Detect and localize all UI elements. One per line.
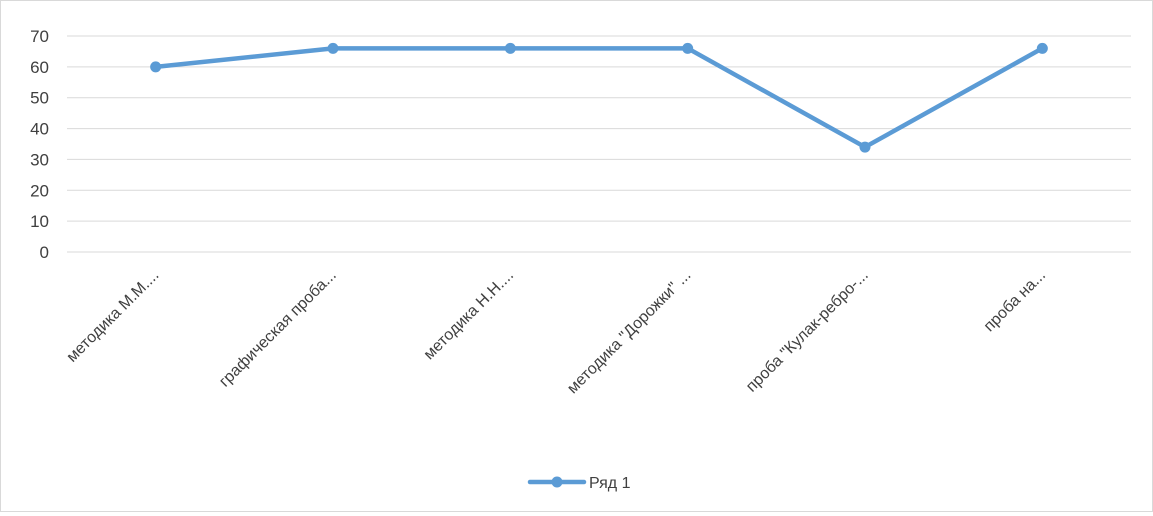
series-layer xyxy=(150,42,1048,153)
data-point xyxy=(150,61,162,73)
y-tick-label: 20 xyxy=(30,181,49,200)
data-point xyxy=(1036,42,1048,54)
x-tick-label: проба "Кулак-ребро-... xyxy=(743,267,872,396)
legend-marker xyxy=(551,476,563,488)
y-tick-label: 30 xyxy=(30,150,49,169)
data-point xyxy=(327,42,339,54)
y-tick-label: 40 xyxy=(30,120,49,139)
y-tick-label: 60 xyxy=(30,58,49,77)
y-tick-label: 0 xyxy=(40,243,49,262)
y-tick-label: 50 xyxy=(30,89,49,108)
x-axis-ticks: методика М.М.... графическая проба... мето… xyxy=(64,267,1050,397)
y-axis-ticks: 0 10 20 30 40 50 60 70 xyxy=(30,27,49,262)
x-tick-label: методика М.М.... xyxy=(64,267,163,366)
legend: Ряд 1 xyxy=(527,475,631,492)
data-point xyxy=(682,42,694,54)
series-line xyxy=(153,46,1045,150)
data-point xyxy=(859,141,871,153)
x-tick-label: графическая проба... xyxy=(216,267,340,391)
x-tick-label: методика Н.Н.... xyxy=(421,267,517,363)
y-tick-label: 10 xyxy=(30,212,49,231)
legend-label: Ряд 1 xyxy=(589,475,631,492)
x-tick-label: методика "Дорожки" ... xyxy=(564,267,694,397)
x-tick-label: проба на... xyxy=(981,267,1049,335)
y-tick-label: 70 xyxy=(30,27,49,46)
gridlines xyxy=(67,35,1131,253)
data-point xyxy=(504,42,516,54)
